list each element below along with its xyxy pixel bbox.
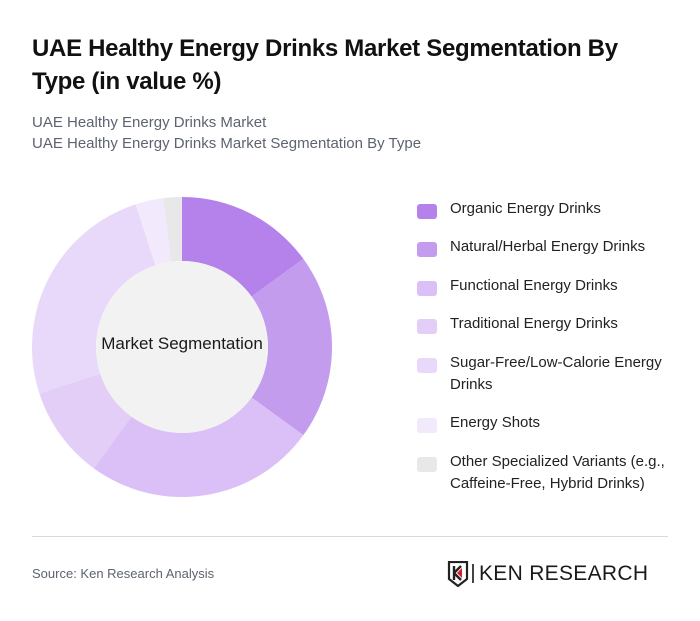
donut-slice[interactable] <box>39 373 132 469</box>
legend-label: Functional Energy Drinks <box>450 277 618 294</box>
legend-label: Traditional Energy Drinks <box>450 315 618 332</box>
legend-swatch <box>417 242 437 257</box>
footer-divider <box>32 536 668 537</box>
legend-label: Other Specialized Variants (e.g., Caffei… <box>450 453 665 492</box>
legend-swatch <box>417 358 437 373</box>
donut-center-label: Market Segmentation <box>101 334 263 353</box>
donut-slice[interactable] <box>251 258 332 436</box>
donut-slice[interactable] <box>163 197 182 262</box>
donut-slice[interactable] <box>135 198 172 266</box>
legend-swatch <box>417 281 437 296</box>
chart-title: UAE Healthy Energy Drinks Market Segment… <box>32 35 618 95</box>
legend-label: Sugar-Free/Low-Calorie Energy Drinks <box>450 354 662 393</box>
donut-hole <box>96 261 268 433</box>
subtitle-market: UAE Healthy Energy Drinks Market <box>32 114 267 131</box>
ken-research-logo: KEN RESEARCH <box>447 561 669 587</box>
legend-swatch <box>417 319 437 334</box>
ken-shield-icon <box>447 561 469 587</box>
logo-text: KEN RESEARCH <box>479 562 649 585</box>
legend-swatch <box>417 457 437 472</box>
legend-label: Energy Shots <box>450 414 541 431</box>
donut-slice[interactable] <box>93 397 304 497</box>
donut-svg <box>32 197 332 497</box>
legend-label: Natural/Herbal Energy Drinks <box>450 238 646 255</box>
legend-swatch <box>417 204 437 219</box>
legend-label: Organic Energy Drinks <box>450 200 601 217</box>
logo-divider <box>472 564 474 583</box>
donut-slice[interactable] <box>182 197 304 297</box>
source-text: Source: Ken Research Analysis <box>32 566 215 581</box>
subtitle-segmentation: UAE Healthy Energy Drinks Market Segment… <box>32 135 422 152</box>
donut-chart: Market Segmentation <box>32 197 332 497</box>
donut-slice[interactable] <box>32 204 156 394</box>
legend-swatch <box>417 418 437 433</box>
